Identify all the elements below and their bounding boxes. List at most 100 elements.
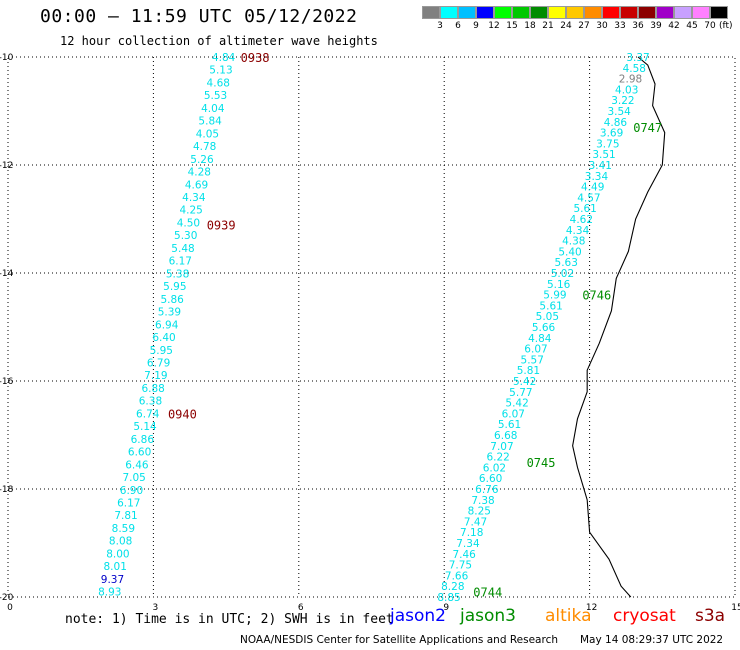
wave-height-value: 7.38 bbox=[471, 495, 494, 507]
wave-height-value: 7.34 bbox=[456, 538, 480, 550]
legend-entry-jason2: jason2 bbox=[390, 606, 446, 626]
wave-height-value: 6.40 bbox=[152, 332, 175, 344]
wave-height-value: 3.69 bbox=[600, 128, 623, 140]
color-swatch bbox=[458, 6, 476, 19]
color-scale-label: 18 bbox=[524, 21, 536, 31]
wave-height-value: 6.17 bbox=[117, 498, 140, 510]
wave-height-value: 8.08 bbox=[109, 536, 132, 548]
color-scale-label: 3 bbox=[437, 21, 443, 31]
wave-height-value: 6.60 bbox=[479, 473, 502, 485]
wave-height-value: 6.94 bbox=[155, 319, 179, 331]
wave-height-value: 3.37 bbox=[626, 52, 649, 64]
wave-height-value: 6.38 bbox=[139, 396, 162, 408]
y-tick-label: -20 bbox=[0, 593, 14, 603]
wave-height-value: 4.68 bbox=[207, 77, 230, 89]
wave-height-value: 7.05 bbox=[122, 472, 145, 484]
wave-height-value: 5.40 bbox=[558, 246, 581, 258]
wave-height-value: 5.02 bbox=[551, 268, 574, 280]
coastline bbox=[572, 56, 666, 598]
wave-height-value: 4.04 bbox=[201, 103, 225, 115]
wave-height-value: 8.00 bbox=[106, 548, 129, 560]
color-scale-label: 27 bbox=[578, 21, 590, 31]
credit-line: NOAA/NESDIS Center for Satellite Applica… bbox=[240, 634, 558, 646]
wave-height-value: 5.05 bbox=[536, 311, 559, 323]
x-tick-label: 12 bbox=[586, 603, 597, 613]
wave-height-value: 5.13 bbox=[209, 65, 232, 77]
wave-height-value: 6.90 bbox=[120, 485, 143, 497]
color-scale-label: 70 bbox=[704, 21, 716, 31]
wave-height-value: 5.57 bbox=[521, 354, 544, 366]
wave-height-value: 6.79 bbox=[147, 357, 170, 369]
track-time-label: 0938 bbox=[241, 51, 270, 65]
color-scale-label: 42 bbox=[668, 21, 680, 31]
track-time-label: 0939 bbox=[207, 218, 236, 232]
wave-height-value: 4.57 bbox=[577, 192, 600, 204]
legend-entry-jason3: jason3 bbox=[460, 606, 516, 626]
color-scale-label: 21 bbox=[542, 21, 554, 31]
wave-height-value: 8.59 bbox=[112, 523, 135, 535]
track-time-label: 0745 bbox=[527, 456, 556, 470]
color-swatch bbox=[620, 6, 638, 19]
color-swatch bbox=[548, 6, 566, 19]
wave-height-value: 5.61 bbox=[539, 300, 562, 312]
wave-height-value: 3.75 bbox=[596, 138, 619, 150]
wave-height-value: 5.77 bbox=[509, 387, 532, 399]
wave-height-value: 7.46 bbox=[452, 549, 476, 561]
wave-height-value: 5.38 bbox=[166, 268, 189, 280]
wave-height-value: 5.66 bbox=[532, 322, 556, 334]
color-swatch bbox=[440, 6, 458, 19]
y-tick-label: -16 bbox=[0, 377, 14, 387]
x-tick-label: 0 bbox=[7, 603, 13, 613]
track-time-label: 0747 bbox=[633, 121, 662, 135]
wave-height-value: 4.03 bbox=[615, 84, 638, 96]
wave-height-value: 5.63 bbox=[555, 257, 578, 269]
wave-height-value: 5.30 bbox=[174, 230, 197, 242]
wave-height-value: 4.34 bbox=[182, 192, 206, 204]
color-scale-unit: (ft) bbox=[719, 21, 733, 31]
wave-height-value: 8.01 bbox=[104, 561, 127, 573]
wave-height-value: 6.07 bbox=[502, 408, 525, 420]
y-tick-label: -14 bbox=[0, 269, 14, 279]
color-scale-bar bbox=[422, 6, 728, 19]
wave-height-value: 8.93 bbox=[98, 587, 121, 599]
wave-height-value: 3.34 bbox=[585, 171, 609, 183]
wave-height-value: 6.02 bbox=[483, 462, 506, 474]
wave-height-value: 4.38 bbox=[562, 236, 585, 248]
color-scale-labels: 3 6 9 12 15 18 21 24 27 30 33 36 39 42 45 70 (ft) bbox=[422, 21, 740, 35]
color-swatch bbox=[710, 6, 728, 19]
wave-height-value: 6.74 bbox=[136, 408, 160, 420]
color-swatch bbox=[494, 6, 512, 19]
color-swatch bbox=[422, 6, 440, 19]
color-swatch bbox=[476, 6, 494, 19]
wave-height-value: 2.98 bbox=[619, 74, 642, 86]
wave-height-value: 4.25 bbox=[179, 205, 202, 217]
wave-height-value: 4.62 bbox=[570, 214, 593, 226]
wave-height-value: 7.66 bbox=[445, 570, 469, 582]
wave-height-value: 5.53 bbox=[204, 90, 227, 102]
color-swatch bbox=[674, 6, 692, 19]
color-swatch bbox=[566, 6, 584, 19]
wave-height-value: 5.86 bbox=[160, 294, 184, 306]
wave-height-value: 5.81 bbox=[517, 365, 540, 377]
track-time-label: 0746 bbox=[582, 289, 611, 303]
wave-height-value: 4.86 bbox=[604, 117, 628, 129]
wave-height-value: 5.61 bbox=[498, 419, 521, 431]
track-time-label: 0940 bbox=[168, 407, 197, 421]
wave-height-value: 4.49 bbox=[581, 182, 604, 194]
color-swatch bbox=[602, 6, 620, 19]
chart-subtitle: 12 hour collection of altimeter wave hei… bbox=[60, 34, 378, 48]
wave-height-value: 4.84 bbox=[212, 52, 236, 64]
wave-height-value: 6.86 bbox=[131, 434, 155, 446]
wave-height-value: 5.16 bbox=[547, 279, 571, 291]
chart-title: 00:00 – 11:59 UTC 05/12/2022 bbox=[40, 6, 358, 27]
y-tick-label: -18 bbox=[0, 485, 14, 495]
color-swatch bbox=[656, 6, 674, 19]
wave-height-value: 7.19 bbox=[144, 370, 167, 382]
wave-height-value: 5.42 bbox=[505, 398, 528, 410]
wave-height-value: 6.07 bbox=[524, 344, 547, 356]
color-scale-label: 39 bbox=[650, 21, 662, 31]
plot-frame bbox=[7, 56, 736, 598]
wave-height-value: 6.22 bbox=[486, 452, 509, 464]
color-swatch bbox=[692, 6, 710, 19]
